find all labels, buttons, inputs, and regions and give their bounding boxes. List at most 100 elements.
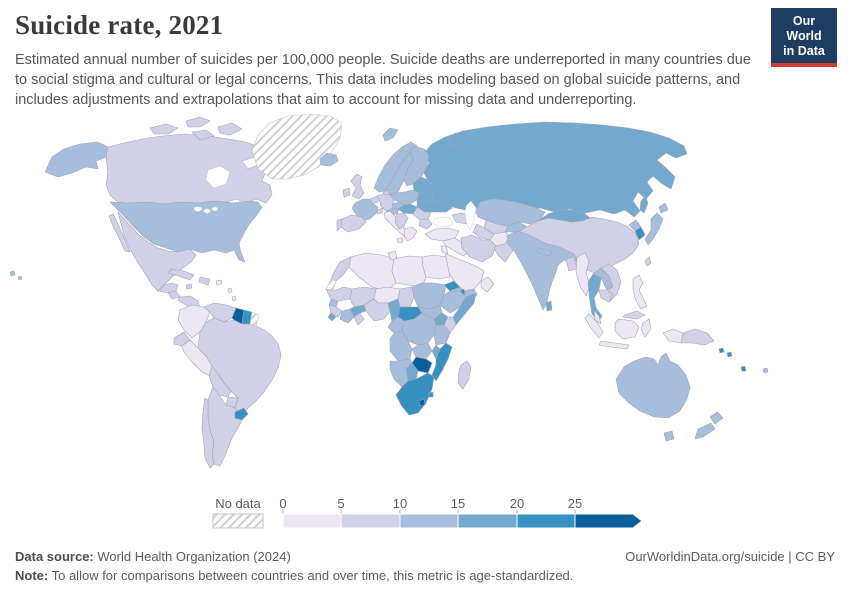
map-region-usa-alaska[interactable] — [44, 141, 109, 178]
map-region-hispaniola[interactable] — [198, 276, 211, 286]
map-region-turkey[interactable] — [424, 227, 460, 242]
map-region-india[interactable] — [506, 230, 578, 311]
map-region-ukraine[interactable] — [416, 199, 453, 213]
legend-bin-25-plus[interactable] — [574, 513, 643, 529]
map-region-malaysia-borneo[interactable] — [622, 310, 646, 320]
map-region-indonesia[interactable] — [640, 318, 652, 338]
map-region-indonesia[interactable] — [584, 313, 604, 339]
map-region-spain[interactable] — [340, 214, 367, 233]
map-region-canada[interactable] — [105, 133, 273, 205]
map-region-solomon-islands[interactable] — [726, 351, 733, 358]
map-region-usa-hawaii[interactable] — [9, 270, 16, 277]
map-region-ethiopia[interactable] — [439, 290, 467, 314]
map-region-algeria[interactable] — [348, 252, 397, 292]
map-region-eswatini[interactable] — [428, 391, 434, 398]
map-region-bulgaria[interactable] — [418, 218, 433, 230]
map-region-morocco[interactable] — [330, 256, 352, 282]
map-region-sierra-leone[interactable] — [327, 312, 337, 322]
map-region-sri-lanka[interactable] — [545, 300, 553, 312]
map-region-usa-hawaii[interactable] — [17, 275, 23, 281]
map-region-new-zealand[interactable] — [709, 411, 724, 425]
map-region-puerto-rico[interactable] — [215, 279, 223, 286]
map-region-greenland[interactable] — [251, 113, 343, 180]
map-region-somalia[interactable] — [452, 292, 477, 326]
map-region-indonesia[interactable] — [598, 340, 630, 350]
legend-bin-5-10[interactable] — [340, 513, 401, 529]
map-region-lesser-antilles[interactable] — [227, 287, 233, 294]
map-region-new-zealand[interactable] — [694, 422, 716, 440]
map-region-baltics[interactable] — [412, 176, 432, 194]
map-region-zambia[interactable] — [411, 342, 433, 360]
owid-logo[interactable]: Our World in Data — [771, 8, 837, 68]
map-region-canada-arctic[interactable] — [185, 116, 211, 128]
map-region-guyana[interactable] — [231, 307, 245, 325]
map-region-south-korea[interactable] — [634, 226, 646, 241]
map-region-lesser-antilles[interactable] — [231, 295, 237, 302]
map-region-iceland[interactable] — [319, 152, 339, 167]
legend-bin-20-25[interactable] — [516, 513, 576, 529]
map-region-mozambique[interactable] — [431, 342, 453, 382]
map-region-israel-jordan[interactable] — [440, 245, 449, 255]
legend-tick-10: 10 — [393, 496, 407, 511]
legend-bin-15-20[interactable] — [457, 513, 518, 529]
map-region-eritrea[interactable] — [443, 280, 461, 292]
map-region-tunisia[interactable] — [387, 250, 398, 261]
chart-subtitle: Estimated annual number of suicides per … — [15, 52, 751, 108]
map-region-fiji[interactable] — [762, 367, 769, 374]
map-region-russia[interactable] — [447, 132, 462, 149]
map-region-portugal[interactable] — [336, 218, 343, 232]
map-region-greece[interactable] — [403, 226, 418, 242]
map-region-japan[interactable] — [658, 202, 669, 214]
legend-bin-0-5[interactable] — [282, 513, 342, 529]
map-region-lesotho[interactable] — [418, 398, 426, 407]
map-region-cambodia[interactable] — [598, 289, 614, 303]
map-region-australia[interactable] — [663, 430, 675, 442]
footer-credit-link[interactable]: OurWorldinData.org/suicide | CC BY — [625, 549, 835, 564]
map-region-chad[interactable] — [397, 286, 415, 308]
map-region-nepal[interactable] — [536, 247, 553, 257]
map-region-vanuatu[interactable] — [740, 365, 747, 372]
legend-bin-10-15[interactable] — [399, 513, 459, 529]
map-region-uk[interactable] — [350, 173, 365, 200]
map-region-ivory-coast[interactable] — [339, 308, 355, 324]
map-region-ireland[interactable] — [342, 187, 351, 198]
map-region-usa[interactable] — [109, 200, 263, 263]
map-region-balkans[interactable] — [394, 212, 409, 230]
map-region-chile[interactable] — [201, 397, 215, 469]
map-region-italy[interactable] — [396, 237, 404, 244]
map-region-switzerland[interactable] — [376, 207, 384, 215]
map-region-myanmar[interactable] — [575, 252, 591, 297]
map-region-vietnam[interactable] — [600, 263, 622, 303]
map-region-canada-arctic[interactable] — [191, 129, 215, 141]
map-region-taiwan[interactable] — [644, 256, 652, 267]
map-region-canada-arctic[interactable] — [149, 123, 179, 135]
map-region-papua-new-guinea[interactable] — [680, 328, 715, 346]
map-region-svalbard[interactable] — [382, 127, 399, 142]
map-region-france[interactable] — [351, 198, 379, 222]
map-region-gabon-congo[interactable] — [387, 316, 405, 334]
map-region-indonesia[interactable] — [614, 318, 640, 340]
map-region-uruguay[interactable] — [234, 407, 249, 421]
map-region-indonesia[interactable] — [662, 328, 684, 344]
map-legend: No data 0 5 10 15 20 25 — [212, 496, 643, 529]
map-region-russia[interactable] — [639, 195, 649, 214]
legend-no-data-swatch[interactable] — [212, 513, 264, 529]
map-region-iran[interactable] — [460, 234, 497, 263]
map-region-australia[interactable] — [615, 352, 691, 419]
map-region-guinea[interactable] — [328, 304, 343, 318]
map-region-libya[interactable] — [391, 255, 427, 288]
map-region-madagascar[interactable] — [457, 360, 472, 390]
map-region-philippines[interactable] — [632, 274, 648, 310]
map-region-egypt[interactable] — [421, 254, 451, 280]
map-region-mongolia[interactable] — [537, 209, 591, 223]
map-region-jamaica[interactable] — [185, 283, 193, 290]
map-region-namibia[interactable] — [389, 358, 413, 388]
map-region-japan[interactable] — [644, 212, 664, 246]
map-region-finland[interactable] — [403, 145, 430, 187]
map-region-mexico[interactable] — [108, 213, 131, 253]
map-region-french-guiana[interactable] — [249, 311, 260, 327]
map-region-cuba[interactable] — [167, 268, 195, 281]
map-region-solomon-islands[interactable] — [718, 347, 725, 354]
map-region-oman[interactable] — [480, 276, 495, 293]
map-region-canada-arctic[interactable] — [217, 122, 243, 136]
